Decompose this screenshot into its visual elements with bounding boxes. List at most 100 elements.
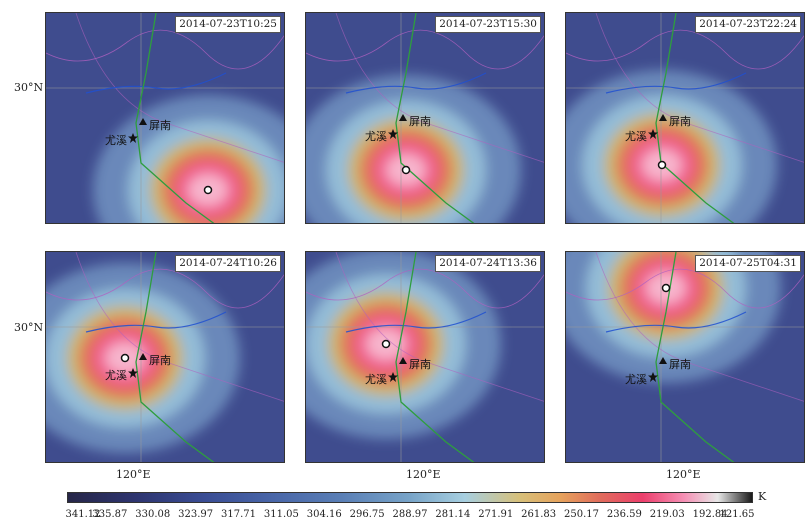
river: [345, 311, 487, 333]
youxi-marker: [648, 372, 658, 382]
satellite-panel-4: 2014-07-24T10:26 屏南尤溪: [45, 251, 285, 463]
province-border: [306, 268, 544, 309]
youxi-marker: [128, 133, 138, 143]
pingnan-label: 屏南: [409, 358, 431, 371]
typhoon-track: [655, 252, 735, 462]
pingnan-marker: [399, 114, 407, 121]
province-border: [46, 29, 284, 70]
province-border: [75, 252, 284, 402]
province-border: [566, 268, 804, 309]
panel-map-1: [46, 13, 284, 223]
cloud-field: [566, 252, 781, 383]
typhoon-center-marker: [203, 185, 213, 195]
cloud-field: [306, 75, 521, 223]
timestamp-label: 2014-07-24T10:26: [175, 255, 281, 272]
colorbar-tick-label: 121.65: [719, 509, 755, 520]
timestamp-label: 2014-07-25T04:31: [695, 255, 801, 272]
satellite-panel-6: 2014-07-25T04:31 屏南尤溪: [565, 251, 805, 463]
satellite-panel-2: 2014-07-23T15:30 屏南尤溪: [305, 12, 545, 224]
lat-label-top: 30°N: [14, 81, 44, 94]
panel-map-5: [306, 252, 544, 462]
colorbar-tick-label: 296.75: [349, 509, 385, 520]
pingnan-marker: [659, 114, 667, 121]
youxi-label: 尤溪: [105, 134, 127, 147]
colorbar-tick-label: 311.05: [263, 509, 299, 520]
pingnan-label: 屏南: [409, 115, 431, 128]
youxi-label: 尤溪: [625, 373, 647, 386]
province-border: [335, 13, 544, 163]
colorbar-tick-label: 250.17: [564, 509, 599, 520]
colorbar: [67, 492, 753, 503]
lat-label-bottom: 30°N: [14, 321, 44, 334]
colorbar-tick-label: 335.87: [92, 509, 128, 520]
colorbar-tick-label: 261.83: [521, 509, 557, 520]
typhoon-center-marker: [381, 339, 391, 349]
typhoon-center-marker: [120, 353, 130, 363]
province-border: [46, 268, 284, 309]
province-border: [335, 252, 544, 402]
youxi-label: 尤溪: [365, 373, 387, 386]
cloud-field: [306, 252, 501, 439]
province-border: [306, 29, 544, 70]
timestamp-label: 2014-07-24T13:36: [435, 255, 541, 272]
colorbar-tick-label: 341.12: [65, 509, 101, 520]
river: [85, 311, 227, 333]
river: [85, 72, 227, 94]
lon-label-1: 120°E: [116, 468, 151, 481]
colorbar-tick-label: 219.03: [649, 509, 685, 520]
colorbar-tick-label: 192.84: [692, 509, 728, 520]
timestamp-label: 2014-07-23T15:30: [435, 16, 541, 33]
panel-map-3: [566, 13, 804, 223]
typhoon-track: [135, 252, 215, 462]
colorbar-tick-label: 323.97: [178, 509, 214, 520]
province-border: [566, 29, 804, 70]
pingnan-label: 屏南: [669, 358, 691, 371]
province-border: [75, 13, 284, 163]
satellite-panel-3: 2014-07-23T22:24 屏南尤溪: [565, 12, 805, 224]
pingnan-marker: [399, 357, 407, 364]
colorbar-tick-label: 281.14: [435, 509, 471, 520]
colorbar-tick-label: 317.71: [221, 509, 256, 520]
colorbar-unit: K: [758, 490, 767, 503]
typhoon-center-marker: [401, 165, 411, 175]
satellite-panel-1: 2014-07-23T10:25 屏南尤溪: [45, 12, 285, 224]
youxi-label: 尤溪: [105, 369, 127, 382]
colorbar-tick-label: 288.97: [392, 509, 428, 520]
pingnan-label: 屏南: [149, 354, 171, 367]
pingnan-marker: [139, 118, 147, 125]
lon-label-2: 120°E: [406, 468, 441, 481]
lon-label-3: 120°E: [666, 468, 701, 481]
colorbar-tick-label: 304.16: [306, 509, 342, 520]
youxi-marker: [648, 129, 658, 139]
typhoon-center-marker: [657, 160, 667, 170]
typhoon-track: [395, 252, 475, 462]
colorbar-tick-label: 236.59: [606, 509, 642, 520]
panel-map-6: [566, 252, 804, 462]
youxi-marker: [388, 129, 398, 139]
province-border: [595, 252, 804, 402]
typhoon-track: [655, 13, 735, 223]
youxi-label: 尤溪: [365, 130, 387, 143]
pingnan-label: 屏南: [669, 115, 691, 128]
satellite-panel-5: 2014-07-24T13:36 屏南尤溪: [305, 251, 545, 463]
river: [605, 311, 747, 333]
youxi-marker: [388, 372, 398, 382]
youxi-marker: [128, 368, 138, 378]
panel-map-2: [306, 13, 544, 223]
timestamp-label: 2014-07-23T10:25: [175, 16, 281, 33]
youxi-label: 尤溪: [625, 130, 647, 143]
typhoon-center-marker: [661, 283, 671, 293]
pingnan-marker: [659, 357, 667, 364]
panel-map-4: [46, 252, 284, 462]
typhoon-track: [395, 13, 475, 223]
pingnan-label: 屏南: [149, 119, 171, 132]
cloud-field: [566, 70, 777, 223]
river: [345, 72, 487, 94]
pingnan-marker: [139, 353, 147, 360]
province-border: [595, 13, 804, 163]
timestamp-label: 2014-07-23T22:24: [695, 16, 801, 33]
colorbar-tick-label: 330.08: [135, 509, 171, 520]
river: [605, 72, 747, 94]
colorbar-tick-label: 271.91: [478, 509, 514, 520]
typhoon-track: [135, 13, 215, 223]
